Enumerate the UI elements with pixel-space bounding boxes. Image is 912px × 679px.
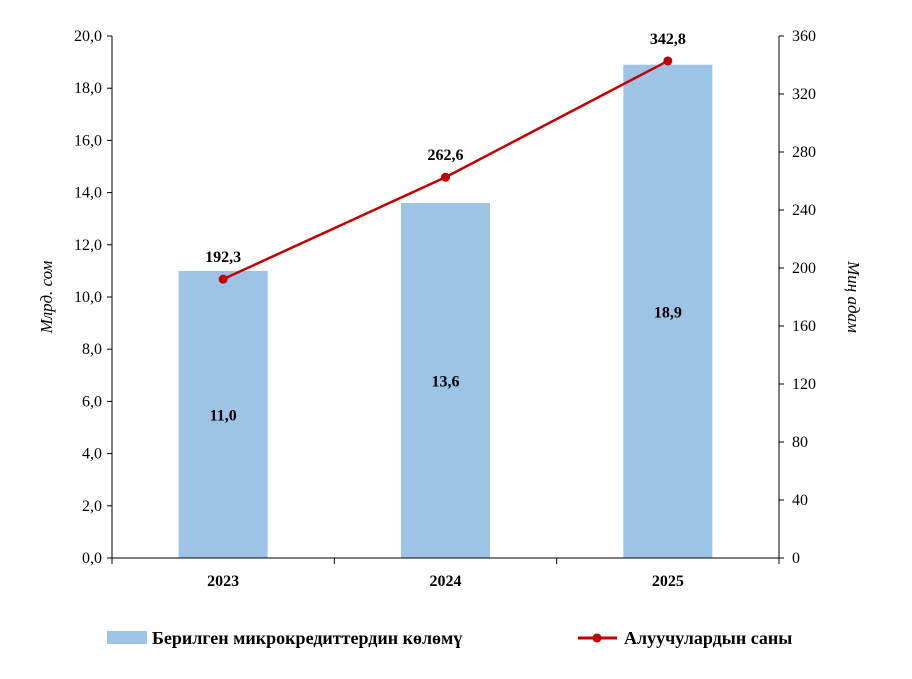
y-tick-label: 8,0: [82, 341, 102, 358]
bar-value-label: 11,0: [210, 407, 237, 424]
line-value-label: 192,3: [205, 249, 241, 266]
line-value-label: 262,6: [428, 147, 464, 164]
y-tick-label: 14,0: [74, 185, 102, 202]
legend-bar-label: Берилген микрокредиттердин көлөмү: [152, 628, 462, 648]
bar-2023: [178, 270, 268, 558]
line-point-2023: [218, 274, 228, 284]
legend: Берилген микрокредиттердин көлөмү Алуучу…: [107, 628, 792, 648]
legend-line-marker: [592, 633, 602, 643]
y2-tick-label: 0: [792, 550, 800, 567]
y2-tick-label: 120: [792, 376, 816, 393]
y-tick-label: 2,0: [82, 498, 102, 515]
y-tick-label: 6,0: [82, 393, 102, 410]
y2-tick-label: 160: [792, 318, 816, 335]
bar-value-label: 13,6: [432, 374, 460, 391]
y2-tick-label: 40: [792, 492, 808, 509]
axes: 0,0 2,0 4,0 6,0 8,0 10,0 12,0 14,0 16,0 18,0 20,0 0…: [74, 28, 816, 590]
y2-tick-label: 200: [792, 260, 816, 277]
line-point-2024: [441, 172, 450, 182]
data-labels: 11,0 13,6 18,9 192,3 262,6 342,8: [205, 31, 686, 425]
y2-axis-title: Миң адам: [844, 260, 863, 333]
bar-series: [178, 64, 713, 559]
x-tick-label: 2023: [207, 573, 239, 590]
line-point-2025: [663, 56, 673, 66]
x-tick-label: 2025: [652, 573, 684, 590]
y2-tick-label: 80: [792, 434, 808, 451]
x-tick-label: 2024: [430, 573, 462, 590]
line-value-label: 342,8: [650, 31, 686, 48]
y-tick-label: 10,0: [74, 289, 102, 306]
y2-tick-label: 280: [792, 144, 816, 161]
y2-tick-label: 320: [792, 86, 816, 103]
y-tick-label: 20,0: [74, 28, 102, 45]
y2-tick-label: 360: [792, 28, 816, 45]
bar-2025: [623, 64, 713, 559]
bar-2024: [401, 203, 490, 559]
y-tick-label: 0,0: [82, 550, 102, 567]
y-tick-label: 16,0: [74, 132, 102, 149]
legend-line-label: Алуучулардын саны: [624, 628, 792, 648]
bar-value-label: 18,9: [654, 304, 682, 321]
y2-tick-label: 240: [792, 202, 816, 219]
y-axis-title: Млрд. сом: [37, 260, 56, 334]
legend-bar-swatch: [107, 631, 147, 644]
line-series: [218, 56, 673, 284]
y-tick-label: 4,0: [82, 446, 102, 463]
y-tick-label: 18,0: [74, 80, 102, 97]
y-tick-label: 12,0: [74, 237, 102, 254]
